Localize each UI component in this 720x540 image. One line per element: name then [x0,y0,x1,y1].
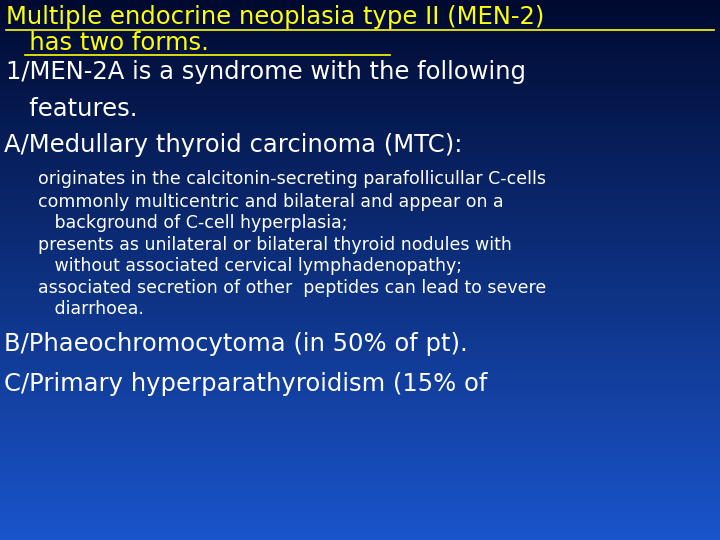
Text: presents as unilateral or bilateral thyroid nodules with: presents as unilateral or bilateral thyr… [38,236,512,254]
Text: commonly multicentric and bilateral and appear on a: commonly multicentric and bilateral and … [38,193,503,211]
Text: B/Phaeochromocytoma (in 50% of pt).: B/Phaeochromocytoma (in 50% of pt). [4,332,468,356]
Text: Multiple endocrine neoplasia type II (MEN-2): Multiple endocrine neoplasia type II (ME… [6,5,544,29]
Text: has two forms.: has two forms. [6,31,209,55]
Text: 1/MEN-2A is a syndrome with the following: 1/MEN-2A is a syndrome with the followin… [6,60,526,84]
Text: diarrhoea.: diarrhoea. [38,300,144,318]
Text: background of C-cell hyperplasia;: background of C-cell hyperplasia; [38,214,348,232]
Text: without associated cervical lymphadenopathy;: without associated cervical lymphadenopa… [38,257,462,275]
Text: A/Medullary thyroid carcinoma (MTC):: A/Medullary thyroid carcinoma (MTC): [4,133,462,157]
Text: originates in the calcitonin-secreting parafollicullar C-cells: originates in the calcitonin-secreting p… [38,170,546,188]
Text: associated secretion of other  peptides can lead to severe: associated secretion of other peptides c… [38,279,546,297]
Text: C/Primary hyperparathyroidism (15% of: C/Primary hyperparathyroidism (15% of [4,372,487,396]
Text: features.: features. [6,97,138,121]
